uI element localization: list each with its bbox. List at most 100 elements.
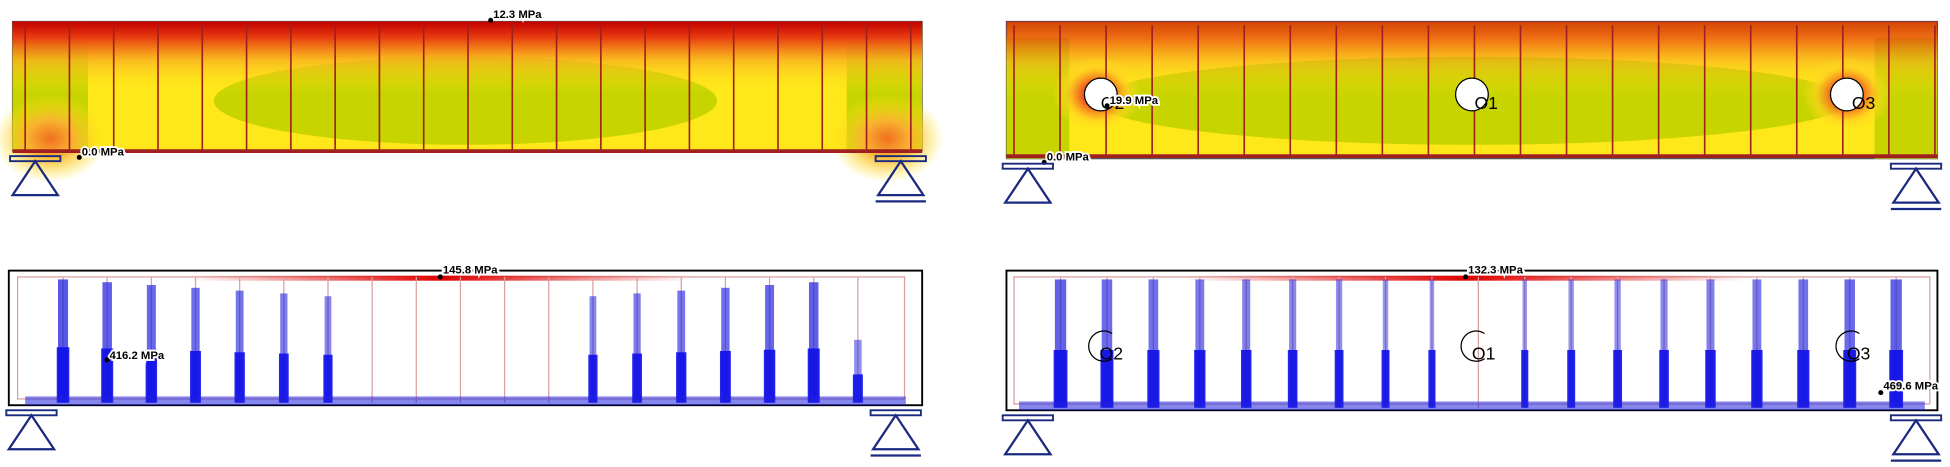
stirrup-stress <box>1752 279 1762 408</box>
opening <box>1460 330 1485 362</box>
stirrup-stress <box>1289 279 1297 408</box>
marker <box>1463 274 1469 280</box>
stirrup-stress <box>1522 279 1528 408</box>
stress-label: 416.2 MPa <box>109 350 164 362</box>
stirrups <box>24 25 912 152</box>
stirrup-stress <box>719 351 731 403</box>
opening <box>1829 77 1864 112</box>
opening <box>1083 77 1118 112</box>
stirrup-stress <box>1844 279 1855 408</box>
stirrup-stress <box>1242 279 1251 408</box>
stirrup-stress <box>588 354 598 403</box>
support <box>876 159 926 197</box>
stirrup-stress <box>280 293 288 403</box>
panel-d: O2 O1 O3 132.3 MPa 469.6 MPa <box>1005 263 1941 412</box>
stirrup-stress <box>1381 349 1390 408</box>
support <box>1003 166 1053 204</box>
stirrup-stress <box>1429 279 1435 408</box>
stirrup-stress <box>146 285 156 403</box>
stirrup-stress <box>102 282 112 403</box>
marker <box>104 357 110 363</box>
stirrup-stress <box>1100 349 1114 408</box>
stirrup-stress <box>57 279 69 403</box>
stress-label: 132.3 MPa <box>1468 265 1523 277</box>
stirrup-stress <box>1843 349 1857 408</box>
stirrup-stress <box>1287 349 1298 408</box>
panel-a: 12.3 MPa 0.0 MPa <box>0 7 944 183</box>
stress-label: 0.0 MPa <box>82 146 125 158</box>
support <box>1891 166 1941 204</box>
support <box>6 413 57 451</box>
support <box>10 159 60 197</box>
stirrup-stress <box>1568 279 1574 408</box>
panel-b: O2 O1 O3 19.9 MPa 0.0 MPa <box>1005 20 1939 165</box>
opening-label: O2 <box>1100 344 1124 364</box>
support <box>870 413 921 451</box>
stirrup-stress <box>1335 279 1343 408</box>
stirrup-stress <box>807 348 820 403</box>
stirrup-stress <box>1101 279 1113 408</box>
stirrup-stress <box>278 353 289 403</box>
stirrup-stress <box>1797 349 1810 408</box>
stress-label: 19.9 MPa <box>1110 95 1159 107</box>
opening-label: O3 <box>1852 93 1876 113</box>
stirrup-stress <box>1889 349 1904 408</box>
marker <box>1104 103 1110 109</box>
marker <box>76 154 82 160</box>
stirrup-stress <box>721 287 730 403</box>
stirrup-stress <box>1521 349 1529 408</box>
stirrup-stress <box>1382 279 1389 408</box>
stirrup-stress <box>1613 349 1623 408</box>
stirrup-stress <box>190 351 201 403</box>
bottom-bar <box>25 396 906 406</box>
marker <box>488 17 494 23</box>
stress-label: 145.8 MPa <box>443 265 498 277</box>
stirrups <box>1053 276 1904 408</box>
panel-c: 145.8 MPa 416.2 MPa <box>7 263 924 407</box>
stirrup-stress <box>763 349 776 403</box>
stirrup-stress <box>676 352 687 403</box>
supports <box>5 155 1943 462</box>
stirrup-stress <box>1148 279 1159 408</box>
support <box>1891 418 1941 456</box>
opening <box>1088 330 1113 362</box>
stirrup-stress <box>324 296 332 403</box>
stirrup-stress <box>1334 349 1344 408</box>
bottom-bar <box>1019 401 1925 411</box>
stirrup-stress <box>633 293 641 403</box>
marker <box>437 274 443 280</box>
stirrup-stress <box>589 296 597 403</box>
stirrup-stress <box>145 349 158 403</box>
stirrup-stress <box>632 353 642 403</box>
stirrup-stress <box>1890 279 1902 408</box>
stirrup-stress <box>234 352 245 403</box>
stirrup-stress <box>1053 349 1068 408</box>
stirrup-stress <box>808 282 819 403</box>
stirrup-stress <box>235 290 244 403</box>
stirrup-stress <box>1660 279 1668 408</box>
stirrup-stress <box>101 348 114 403</box>
stirrup-stress <box>677 290 686 403</box>
opening-label: O1 <box>1474 93 1497 113</box>
stirrup-stress <box>1194 349 1206 408</box>
stress-label: 469.6 MPa <box>1883 380 1938 392</box>
stirrup-stress <box>1798 279 1809 408</box>
stirrup-stress <box>1195 279 1205 408</box>
stirrup-stress <box>323 354 333 403</box>
stirrups <box>56 276 863 403</box>
stirrup-stress <box>1147 349 1160 408</box>
stirrup-stress <box>1428 349 1436 408</box>
stirrup-stress <box>1705 349 1716 408</box>
beam <box>1005 269 1939 412</box>
stirrup-stress <box>854 339 862 403</box>
opening-label: O1 <box>1472 344 1496 364</box>
stirrup-stress <box>1614 279 1621 408</box>
stress-label: 0.0 MPa <box>1047 151 1090 163</box>
opening <box>1835 330 1860 362</box>
opening <box>1454 77 1489 112</box>
support <box>1003 418 1053 456</box>
stirrup-stress <box>852 374 863 403</box>
stirrup-stress <box>1659 349 1669 408</box>
stirrup-stress <box>1240 349 1252 408</box>
